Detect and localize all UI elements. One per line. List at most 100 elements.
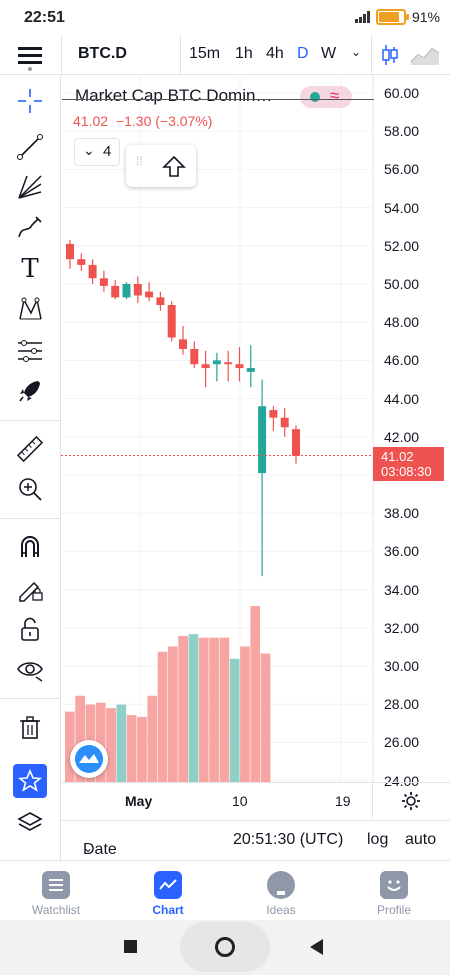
legend-underline [62, 99, 374, 100]
tab-watchlist[interactable]: Watchlist [0, 861, 112, 921]
volume-bar [168, 646, 178, 782]
unlock-icon[interactable] [13, 612, 47, 646]
time-label-may: May [125, 793, 153, 809]
android-nav-bar [0, 920, 450, 975]
brush-icon[interactable] [13, 210, 47, 244]
magnet-icon[interactable] [13, 530, 47, 564]
back-icon[interactable] [310, 939, 323, 955]
volume-bar [137, 716, 147, 782]
price-tick: 48.00 [384, 314, 420, 331]
candle-body [99, 278, 108, 286]
price-tick: 50.00 [384, 276, 420, 292]
price-tick: 46.00 [384, 352, 420, 369]
price-tick: 34.00 [384, 581, 420, 598]
price-tick: 58.00 [384, 123, 420, 140]
interval-15m[interactable]: 15m [189, 45, 221, 62]
status-bar: 22:51 91% [0, 0, 450, 36]
trash-icon[interactable] [13, 710, 47, 744]
drag-handle-icon[interactable]: ⁞⁞ [136, 154, 143, 168]
menu-icon[interactable] [18, 47, 42, 71]
log-scale-toggle[interactable]: log [367, 831, 389, 848]
chart-bottom-bar: Date Range ⌄ 20:51:30 (UTC) log auto [61, 820, 450, 876]
candle-body [156, 297, 165, 306]
symbol-button[interactable]: BTC.D [78, 45, 127, 62]
interval-w[interactable]: W [321, 45, 337, 62]
settings-gear-icon[interactable] [401, 791, 421, 811]
chevron-down-icon[interactable]: ⌄ [351, 45, 362, 59]
interval-d[interactable]: D [297, 45, 309, 62]
volume-bar [229, 658, 240, 782]
current-price-label: 41.02 03:08:30 [373, 447, 444, 481]
indicator-count: 4 [103, 143, 112, 160]
home-button[interactable] [180, 922, 270, 972]
signal-icon [354, 11, 370, 23]
recents-icon[interactable] [124, 940, 137, 953]
price-tick: 42.00 [384, 428, 420, 445]
chevron-down-icon: ⌄ [83, 841, 94, 855]
candle-body [292, 429, 300, 456]
legend-change: −1.30 (−3.07%) [115, 113, 213, 129]
crosshair-icon[interactable] [13, 84, 47, 118]
candle-body [111, 285, 120, 298]
tab-profile[interactable]: Profile [338, 861, 450, 921]
status-icons: 91% [354, 9, 440, 25]
time-axis[interactable]: May 10 19 [61, 782, 450, 819]
candles-chart-type-icon[interactable] [381, 44, 399, 66]
price-tick: 36.00 [384, 543, 420, 560]
volume-bar [157, 651, 168, 782]
time-label-10: 10 [232, 793, 248, 809]
utc-clock[interactable]: 20:51:30 (UTC) [233, 831, 344, 848]
volume-bar [178, 635, 188, 782]
eye-icon[interactable] [13, 652, 47, 686]
floating-toolbar[interactable]: ⁞⁞ [126, 145, 196, 187]
legend-title[interactable]: Market Cap BTC Domin… [75, 86, 273, 105]
text-tool-icon[interactable]: T [21, 254, 39, 284]
layers-icon[interactable] [13, 806, 47, 840]
legend-values: 41.02 −1.30 (−3.07%) [73, 113, 212, 129]
chart-pane[interactable] [61, 74, 450, 820]
fib-tool-icon[interactable] [13, 170, 47, 204]
auto-scale-toggle[interactable]: auto [405, 831, 437, 848]
arrow-up-icon[interactable] [162, 155, 186, 179]
volume-bar [209, 637, 219, 782]
interval-1h[interactable]: 1h [235, 45, 253, 62]
legend-eye-toggle[interactable]: ≈ [300, 86, 352, 108]
lock-drawing-icon[interactable] [13, 572, 47, 606]
volume-bar [250, 606, 261, 782]
volume-bar [75, 695, 85, 782]
candle-body [235, 364, 244, 369]
tab-chart[interactable]: Chart [112, 861, 224, 921]
tradingview-logo[interactable] [70, 740, 108, 778]
volume-bar [95, 702, 106, 782]
ruler-icon[interactable] [13, 432, 47, 466]
candle-body [201, 364, 210, 369]
candle-body [133, 284, 142, 296]
volume-bar [116, 704, 127, 782]
interval-4h[interactable]: 4h [266, 45, 284, 62]
drawing-toolbar: T [0, 74, 61, 860]
indicators-toggle[interactable]: ⌄ 4 [74, 138, 120, 166]
zoom-in-icon[interactable] [13, 472, 47, 506]
battery-icon [375, 9, 409, 25]
volume-bar [147, 695, 158, 782]
chevron-down-icon: ⌄ [83, 142, 95, 158]
rocket-icon[interactable] [13, 374, 47, 408]
profile-icon [380, 871, 408, 899]
bar-countdown: 03:08:30 [381, 464, 432, 479]
volume-bar [219, 637, 230, 782]
candle-body [77, 259, 86, 265]
volume-bar [188, 634, 199, 782]
volume-bar [106, 708, 116, 782]
area-chart-icon[interactable] [410, 44, 440, 66]
pattern-icon[interactable] [13, 292, 47, 326]
chart-canvas[interactable] [61, 74, 450, 782]
candle-body [258, 406, 267, 474]
star-favorites-icon[interactable] [13, 764, 47, 798]
candle-body [66, 243, 74, 260]
prediction-icon[interactable] [13, 334, 47, 368]
tab-ideas[interactable]: Ideas [225, 861, 337, 921]
candle-body [280, 417, 289, 428]
watchlist-icon [42, 871, 70, 899]
trend-line-icon[interactable] [13, 130, 47, 164]
legend-last: 41.02 [73, 113, 109, 129]
